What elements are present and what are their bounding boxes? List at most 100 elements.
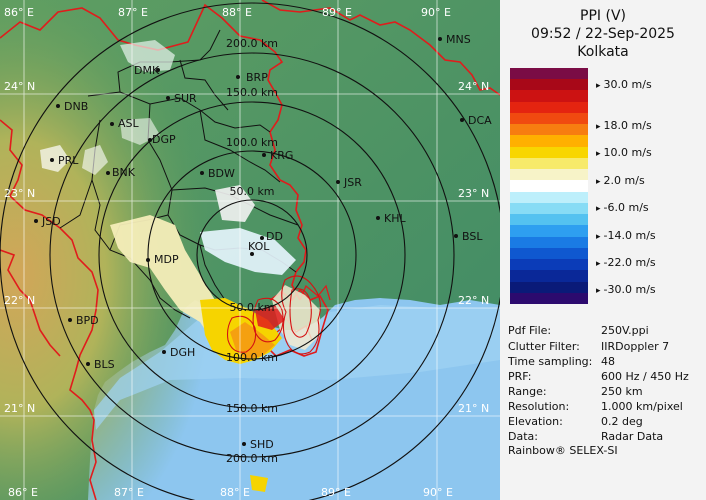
svg-text:BDW: BDW [208, 167, 235, 180]
legend-label: ▸ -14.0 m/s [596, 229, 656, 242]
meta-data: Data: Radar Data [508, 430, 664, 443]
station-shd[interactable]: SHD [242, 438, 274, 451]
meta-elevation: Elevation: 0.2 deg [508, 415, 643, 428]
svg-text:DMK: DMK [134, 64, 160, 77]
ring-label-200-south: 200.0 km [226, 452, 278, 465]
range-ring-200 [49, 52, 455, 458]
ring-label-100-south: 100.0 km [226, 351, 278, 364]
station-khl[interactable]: KHL [376, 212, 406, 225]
legend-label: ▸ 18.0 m/s [596, 119, 652, 132]
radar-map[interactable]: 200.0 km 150.0 km 100.0 km 50.0 km 50.0 … [0, 0, 500, 500]
range-ring-100 [147, 150, 357, 360]
legend-swatch [510, 124, 588, 136]
legend-swatch [510, 169, 588, 181]
station-dnb[interactable]: DNB [56, 100, 88, 113]
svg-text:BRP: BRP [246, 71, 268, 84]
station-bpd[interactable]: BPD [68, 314, 99, 327]
legend-label: ▸ 2.0 m/s [596, 174, 645, 187]
station-dgh[interactable]: DGH [162, 346, 195, 359]
meta-resolution: Resolution: 1.000 km/pixel [508, 400, 683, 413]
legend-swatch [510, 236, 588, 249]
grid-labels: 86° E 87° E 88° E 89° E 90° E 86° E 87° … [4, 6, 489, 499]
legend-label: ▸ 10.0 m/s [596, 146, 652, 159]
lat-label-left: 24° N [4, 80, 35, 93]
station-bnk[interactable]: BNK [106, 166, 136, 179]
ring-label-150-north: 150.0 km [226, 86, 278, 99]
radar-echoes [40, 40, 320, 492]
lon-label-top: 89° E [322, 6, 352, 19]
station-mns[interactable]: MNS [438, 33, 471, 46]
station-jsr[interactable]: JSR [336, 176, 362, 189]
svg-text:MDP: MDP [154, 253, 179, 266]
meta-range: Range: 250 km [508, 385, 643, 398]
station-jsd[interactable]: JSD [34, 215, 61, 228]
velocity-color-scale [510, 68, 588, 305]
station-sur[interactable]: SUR [166, 92, 197, 105]
station-prl[interactable]: PRL [50, 154, 79, 167]
svg-text:DGH: DGH [170, 346, 195, 359]
station-krg[interactable]: KRG [262, 149, 293, 162]
legend-swatch [510, 146, 588, 159]
range-ring-labels: 200.0 km 150.0 km 100.0 km 50.0 km 50.0 … [226, 37, 278, 465]
lat-label-left: 22° N [4, 294, 35, 307]
station-dd[interactable]: DD [260, 230, 283, 243]
svg-text:BNK: BNK [112, 166, 136, 179]
svg-text:SHD: SHD [250, 438, 274, 451]
station-bdw[interactable]: BDW [200, 167, 235, 180]
legend-swatch [510, 292, 588, 305]
station-dgp[interactable]: DGP [148, 133, 176, 146]
lon-label-top: 86° E [4, 6, 34, 19]
legend-swatch [510, 247, 588, 260]
station-asl[interactable]: ASL [110, 117, 140, 130]
legend-swatch [510, 270, 588, 282]
shallow-sea [94, 305, 500, 430]
station-mdp[interactable]: MDP [146, 253, 179, 266]
station-bls[interactable]: BLS [86, 358, 115, 371]
range-ring-250 [0, 2, 500, 500]
svg-text:MNS: MNS [446, 33, 471, 46]
lat-label-left: 21° N [4, 402, 35, 415]
station-kol[interactable]: KOL [248, 240, 270, 256]
legend-swatch [510, 112, 588, 125]
svg-text:SUR: SUR [174, 92, 197, 105]
legend-swatch [510, 101, 588, 114]
range-rings [0, 2, 500, 500]
lat-label-right: 21° N [458, 402, 489, 415]
info-panel: PPI (V) 09:52 / 22-Sep-2025 Kolkata ▸ 30.… [500, 0, 706, 500]
lat-label-right: 24° N [458, 80, 489, 93]
radar-site: Kolkata [577, 44, 629, 60]
station-dmk[interactable]: DMK [134, 64, 160, 77]
legend-label: ▸ -6.0 m/s [596, 201, 649, 214]
lat-label-right: 22° N [458, 294, 489, 307]
product-datetime: 09:52 / 22-Sep-2025 [531, 26, 675, 42]
range-ring-50 [196, 199, 308, 311]
product-title: PPI (V) [580, 8, 626, 24]
meta-time-sampling: Time sampling: 48 [508, 355, 615, 368]
svg-text:JSR: JSR [343, 176, 362, 189]
station-markers: MNS DMK BRP SUR DNB ASL DGP DCA KRG PRL … [34, 33, 492, 451]
svg-text:PRL: PRL [58, 154, 79, 167]
ring-label-50-south: 50.0 km [229, 301, 274, 314]
station-bsl[interactable]: BSL [454, 230, 483, 243]
station-dca[interactable]: DCA [460, 114, 492, 127]
svg-text:JSD: JSD [41, 215, 61, 228]
svg-text:BSL: BSL [462, 230, 483, 243]
lon-label-bottom: 86° E [8, 486, 38, 499]
station-brp[interactable]: BRP [236, 71, 268, 84]
legend-swatch [510, 225, 588, 238]
ring-label-150-south: 150.0 km [226, 402, 278, 415]
footer-credit: Rainbow® SELEX-SI [508, 444, 618, 457]
legend-swatch [510, 281, 588, 294]
lon-label-bottom: 88° E [220, 486, 250, 499]
lat-label-right: 23° N [458, 187, 489, 200]
legend-label: ▸ -22.0 m/s [596, 256, 656, 269]
legend-swatch [510, 79, 588, 91]
legend-swatch [510, 135, 588, 148]
svg-text:KOL: KOL [248, 240, 270, 253]
legend-label: ▸ -30.0 m/s [596, 283, 656, 296]
ring-label-50-north: 50.0 km [229, 185, 274, 198]
legend-swatch [510, 191, 588, 204]
lat-lon-grid [0, 0, 500, 500]
lon-label-top: 90° E [421, 6, 451, 19]
legend-swatch [510, 259, 588, 271]
